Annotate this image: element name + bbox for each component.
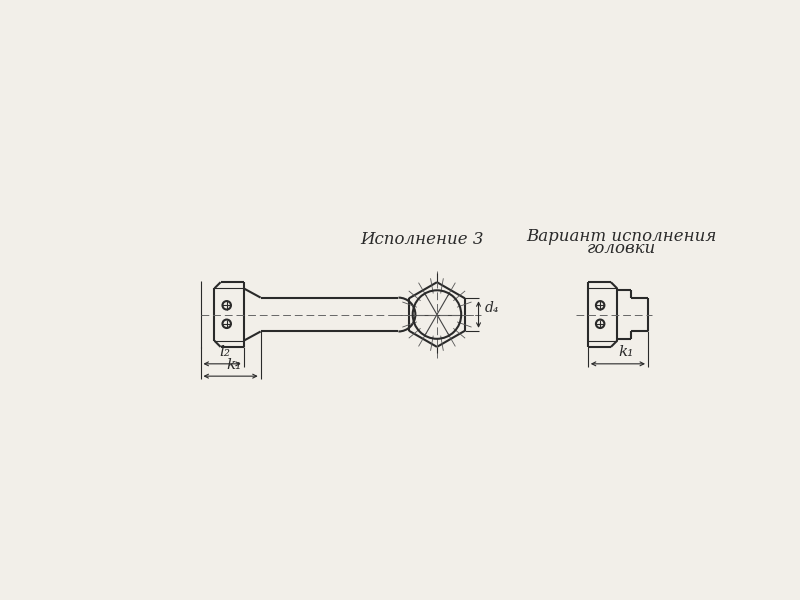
Text: l₂: l₂ [220,345,230,359]
Text: k₁: k₁ [618,345,634,359]
Text: головки: головки [587,240,656,257]
Text: k₁: k₁ [226,358,242,371]
Text: Исполнение 3: Исполнение 3 [360,232,483,248]
Text: d₄: d₄ [485,301,499,316]
Text: Вариант исполнения: Вариант исполнения [526,227,717,245]
